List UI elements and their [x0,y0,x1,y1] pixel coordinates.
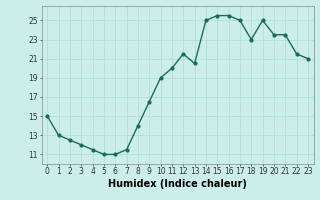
X-axis label: Humidex (Indice chaleur): Humidex (Indice chaleur) [108,179,247,189]
